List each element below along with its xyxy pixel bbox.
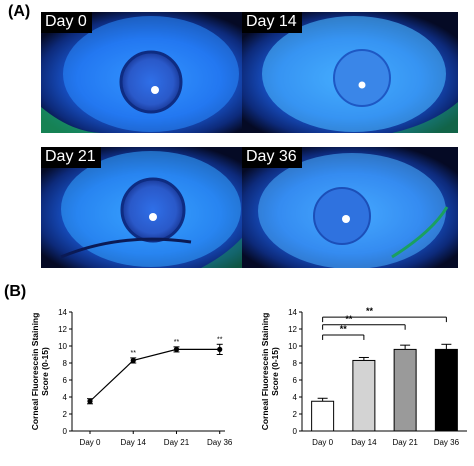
day-label: Day 0 [41,12,92,33]
eye-photo-day-21: Day 21 [41,147,257,268]
x-tick-label: Day 36 [434,438,460,447]
significance-label: ** [131,350,137,357]
y-tick-label: 12 [288,325,297,334]
eye-photo-day-14: Day 14 [242,12,458,133]
significance-label: ** [340,324,348,334]
x-tick-label: Day 14 [351,438,377,447]
significance-label: ** [366,306,374,316]
bar [434,348,458,432]
line-chart-svg: 0 2 4 6 8 10 12 14 Corneal Fluorescein StainingS… [30,308,233,447]
y-tick-label: 4 [63,393,68,402]
y-tick-label: 14 [58,308,67,317]
y-tick-label: 8 [63,359,68,368]
eye-photo-day-0: Day 0 [41,12,257,133]
bar-chart: 0 2 4 6 8 10 12 14 Corneal Fluorescein StainingS… [245,300,474,461]
x-tick-label: Day 14 [121,438,147,447]
y-tick-label: 4 [293,393,298,402]
y-axis-label-line: Score (0-15) [40,347,50,396]
x-tick-label: Day 0 [312,438,333,447]
bar-chart-svg: 0 2 4 6 8 10 12 14 Corneal Fluorescein StainingS… [260,306,467,447]
x-tick-label: Day 0 [80,438,101,447]
day-label: Day 21 [41,147,101,168]
y-tick-label: 0 [293,427,298,436]
y-tick-label: 8 [293,359,298,368]
day-label: Day 14 [242,12,302,33]
y-axis-label-line: Corneal Fluorescein Staining [260,313,270,431]
bar [393,348,417,432]
y-tick-label: 14 [288,308,297,317]
y-axis-label-line: Corneal Fluorescein Staining [30,313,40,431]
eye-image [41,12,257,133]
x-tick-label: Day 21 [164,438,190,447]
significance-label: ** [217,336,223,343]
bar [352,359,376,432]
bar [311,400,335,432]
significance-label: ** [345,314,353,324]
panel-b-label: (B) [4,283,27,300]
y-tick-label: 2 [63,410,68,419]
day-label: Day 36 [242,147,302,168]
y-tick-label: 10 [58,342,67,351]
y-tick-label: 10 [288,342,297,351]
y-axis-label: Corneal Fluorescein StainingScore (0-15) [30,313,50,431]
eye-photo-day-36: Day 36 [242,147,458,268]
panel-a-label: (A) [8,3,31,20]
y-tick-label: 12 [58,325,67,334]
data-point [130,357,136,364]
data-point [217,346,223,352]
y-axis-label: Corneal Fluorescein StainingScore (0-15) [260,313,280,431]
eye-image [41,147,257,268]
data-point [173,346,180,352]
data-point [87,398,93,404]
y-axis-label-line: Score (0-15) [270,347,280,396]
y-tick-label: 6 [293,376,298,385]
y-tick-label: 2 [293,410,298,419]
series-line [89,348,220,402]
line-chart: 0 2 4 6 8 10 12 14 Corneal Fluorescein StainingS… [0,300,235,461]
x-tick-label: Day 36 [207,438,233,447]
significance-label: ** [174,339,180,346]
x-tick-label: Day 21 [392,438,418,447]
y-tick-label: 0 [63,427,68,436]
y-tick-label: 6 [63,376,68,385]
